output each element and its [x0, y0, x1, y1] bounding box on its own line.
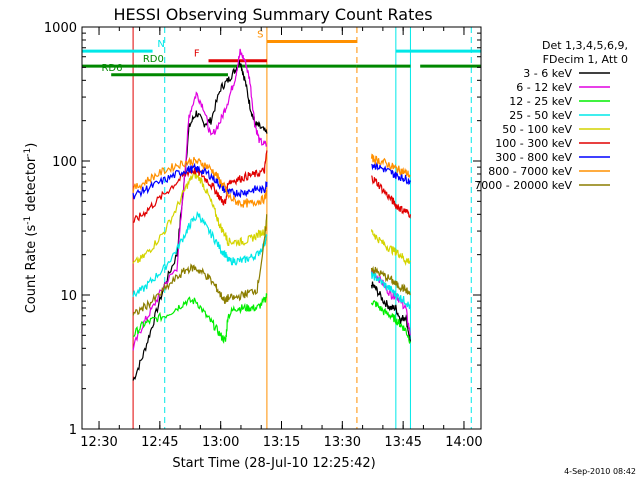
legend-label-1: 6 - 12 keV — [516, 81, 572, 94]
x-tick-label-2: 13:00 — [202, 435, 239, 450]
flag-bars: N F S RD0 RD6 — [82, 29, 481, 77]
series-line-3-0 — [132, 211, 268, 298]
series-line-5-1 — [371, 175, 411, 219]
y-tick-label-2: 100 — [52, 155, 77, 170]
chart-title: HESSI Observing Summary Count Rates — [113, 5, 432, 24]
legend-label-4: 50 - 100 keV — [502, 123, 572, 136]
x-tick-label-5: 13:45 — [384, 435, 421, 450]
series-line-6-1 — [371, 162, 411, 186]
legend-label-7: 800 - 7000 keV — [488, 165, 572, 178]
series-line-6-0 — [132, 162, 268, 200]
series-line-7-1 — [370, 153, 411, 179]
y-axis-label-end: ) — [24, 143, 39, 148]
series-line-5-0 — [132, 150, 268, 224]
x-tick-label-4: 13:30 — [324, 435, 361, 450]
legend-label-0: 3 - 6 keV — [523, 67, 572, 80]
x-tick-label-3: 13:15 — [263, 435, 300, 450]
legend-label-5: 100 - 300 keV — [495, 137, 572, 150]
series-line-8-0 — [132, 213, 268, 316]
x-tick-label-1: 12:45 — [141, 435, 178, 450]
flag-label-n: N — [157, 39, 164, 50]
flag-label-rd6: RD6 — [101, 63, 122, 74]
legend-label-2: 12 - 25 keV — [509, 95, 572, 108]
series-line-2-0 — [133, 293, 268, 344]
x-axis-label: Start Time (28-Jul-10 12:25:42) — [172, 456, 375, 471]
series-line-4-0 — [132, 170, 268, 264]
y-tick-label-1: 10 — [60, 289, 77, 304]
series-line-3-1 — [370, 271, 411, 310]
legend: Det 1,3,4,5,6,9, FDecim 1, Att 0 3 - 6 k… — [474, 39, 628, 192]
flag-label-rd0: RD0 — [143, 54, 164, 65]
y-axis-label-mid: detector — [24, 156, 39, 216]
flag-label-f: F — [194, 49, 200, 60]
x-tick-label-0: 12:30 — [80, 435, 117, 450]
y-tick-label-0: 1 — [69, 423, 77, 438]
series-line-4-1 — [370, 229, 411, 267]
legend-label-3: 25 - 50 keV — [509, 109, 572, 122]
legend-header-line1: Det 1,3,4,5,6,9, — [542, 39, 628, 52]
legend-label-8: 7000 - 20000 keV — [474, 179, 572, 192]
y-axis-label-sup2: -1 — [23, 148, 33, 157]
flag-label-s: S — [257, 29, 263, 40]
data-series — [132, 48, 411, 381]
y-axis-label-sup1: -1 — [23, 216, 33, 225]
series-line-7-0 — [132, 156, 268, 208]
legend-header-line2: FDecim 1, Att 0 — [543, 53, 628, 66]
y-axis: 1 10 100 1000 — [44, 21, 481, 438]
series-line-8-1 — [370, 265, 411, 296]
legend-label-6: 300 - 800 keV — [495, 151, 572, 164]
x-tick-label-6: 14:00 — [445, 435, 482, 450]
x-axis: 12:30 12:45 13:00 13:15 13:30 13:45 14:00 — [80, 27, 483, 450]
y-axis-label: Count Rate (s-1 detector-1) — [23, 143, 39, 314]
footer-timestamp: 4-Sep-2010 08:42 — [564, 467, 636, 476]
series-line-0-1 — [370, 281, 411, 342]
y-axis-label-main: Count Rate (s — [24, 225, 39, 314]
series-line-2-1 — [370, 300, 411, 344]
y-tick-label-3: 1000 — [44, 21, 77, 36]
